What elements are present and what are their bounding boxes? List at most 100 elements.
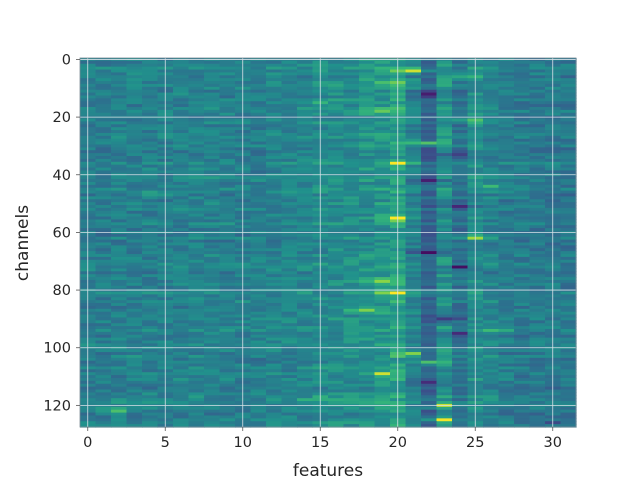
heatmap-cell bbox=[405, 242, 422, 246]
heatmap-cell bbox=[266, 210, 283, 215]
heatmap-cell bbox=[204, 300, 221, 304]
heatmap-cell bbox=[173, 66, 190, 71]
heatmap-cell bbox=[250, 372, 267, 376]
heatmap-cell bbox=[95, 112, 112, 117]
heatmap-cell bbox=[328, 233, 345, 238]
heatmap-cell bbox=[142, 95, 159, 99]
heatmap-cell bbox=[297, 239, 314, 244]
heatmap-cell bbox=[560, 377, 577, 382]
heatmap-cell bbox=[405, 415, 422, 419]
heatmap-cell bbox=[343, 127, 360, 131]
heatmap-cell bbox=[126, 300, 143, 304]
heatmap-cell bbox=[266, 167, 283, 172]
heatmap-cell bbox=[343, 170, 360, 174]
heatmap-cell bbox=[297, 340, 314, 344]
heatmap-cell bbox=[374, 352, 391, 356]
heatmap-cell bbox=[142, 323, 159, 327]
heatmap-cell bbox=[142, 187, 159, 192]
heatmap-cell bbox=[126, 340, 143, 344]
heatmap-cell bbox=[204, 147, 221, 151]
heatmap-cell bbox=[452, 256, 469, 261]
heatmap-cell bbox=[343, 98, 360, 102]
heatmap-cell bbox=[328, 349, 345, 353]
heatmap-cell bbox=[219, 66, 236, 71]
heatmap-cell bbox=[250, 248, 267, 252]
heatmap-cell bbox=[498, 101, 515, 105]
heatmap-cell bbox=[498, 300, 515, 304]
heatmap-cell bbox=[219, 277, 236, 281]
heatmap-cell bbox=[219, 107, 236, 111]
heatmap-cell bbox=[436, 150, 453, 154]
heatmap-cell bbox=[297, 352, 314, 356]
heatmap-cell bbox=[204, 181, 221, 186]
heatmap-cell bbox=[498, 242, 515, 246]
heatmap-cell bbox=[297, 193, 314, 197]
heatmap-cell bbox=[359, 311, 376, 316]
heatmap-cell bbox=[514, 170, 531, 174]
heatmap-cell bbox=[343, 118, 360, 123]
heatmap-cell bbox=[359, 343, 376, 347]
heatmap-cell bbox=[359, 340, 376, 344]
heatmap-cell bbox=[188, 124, 205, 128]
heatmap-cell bbox=[374, 83, 391, 88]
heatmap-cell bbox=[560, 297, 577, 301]
heatmap-cell bbox=[328, 294, 345, 298]
heatmap-cell bbox=[126, 265, 143, 270]
heatmap-cell bbox=[328, 271, 345, 275]
heatmap-cell bbox=[328, 98, 345, 102]
heatmap-cell bbox=[359, 193, 376, 197]
heatmap-cell bbox=[297, 328, 314, 333]
heatmap-cell bbox=[111, 109, 128, 114]
heatmap-cell bbox=[359, 135, 376, 140]
heatmap-cell bbox=[343, 274, 360, 278]
heatmap-cell bbox=[452, 363, 469, 368]
heatmap-cell bbox=[498, 147, 515, 151]
heatmap-cell bbox=[514, 196, 531, 200]
heatmap-cell bbox=[529, 424, 546, 428]
heatmap-cell bbox=[142, 63, 159, 68]
heatmap-cell bbox=[560, 383, 577, 388]
heatmap-cell bbox=[297, 395, 314, 399]
heatmap-cell bbox=[188, 225, 205, 229]
heatmap-cell bbox=[405, 380, 422, 385]
heatmap-cell bbox=[343, 138, 360, 143]
heatmap-cell bbox=[452, 193, 469, 197]
heatmap-cell bbox=[173, 176, 190, 180]
heatmap-cell bbox=[266, 412, 283, 417]
heatmap-cell bbox=[328, 66, 345, 71]
heatmap-cell bbox=[266, 153, 283, 157]
heatmap-cell bbox=[281, 352, 298, 356]
heatmap-cell bbox=[359, 236, 376, 241]
heatmap-cell bbox=[111, 135, 128, 140]
heatmap-cell bbox=[560, 184, 577, 189]
heatmap-cell bbox=[405, 268, 422, 272]
heatmap-cell bbox=[188, 386, 205, 391]
heatmap-cell bbox=[498, 294, 515, 298]
heatmap-cell bbox=[95, 86, 112, 91]
heatmap-cell bbox=[483, 86, 500, 91]
heatmap-cell bbox=[204, 150, 221, 154]
heatmap-cell bbox=[266, 207, 283, 212]
heatmap-cell bbox=[374, 380, 391, 385]
heatmap-cell bbox=[204, 305, 221, 310]
heatmap-cell bbox=[281, 72, 298, 76]
heatmap-cell bbox=[405, 101, 422, 105]
heatmap-cell bbox=[95, 167, 112, 172]
heatmap-cell bbox=[514, 86, 531, 91]
heatmap-cell bbox=[281, 409, 298, 414]
heatmap-cell bbox=[126, 282, 143, 287]
heatmap-cell bbox=[142, 398, 159, 402]
heatmap-cell bbox=[95, 375, 112, 379]
heatmap-cell bbox=[374, 107, 391, 111]
heatmap-cell bbox=[188, 337, 205, 342]
heatmap-cell bbox=[95, 179, 112, 183]
heatmap-cell bbox=[374, 294, 391, 298]
heatmap-cell bbox=[514, 412, 531, 417]
heatmap-cell bbox=[514, 352, 531, 356]
heatmap-cell bbox=[328, 164, 345, 169]
heatmap-cell bbox=[281, 375, 298, 379]
heatmap-cell bbox=[343, 225, 360, 229]
heatmap-cell bbox=[142, 112, 159, 117]
heatmap-cell bbox=[452, 184, 469, 189]
heatmap-cell bbox=[173, 112, 190, 117]
